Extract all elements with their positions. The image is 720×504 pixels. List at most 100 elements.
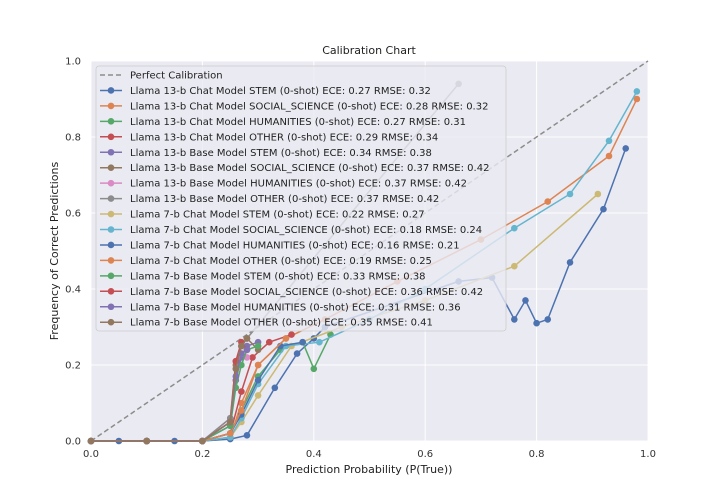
legend-marker [107,303,115,311]
legend-label: Llama 7-b Base Model SOCIAL_SCIENCE (0-s… [130,287,483,298]
x-tick-label: 0.2 [194,449,210,460]
data-point [249,354,256,361]
data-point [594,190,602,198]
data-point [310,365,318,373]
legend-label: Llama 13-b Base Model HUMANITIES (0-shot… [130,179,467,190]
legend-box [95,65,507,332]
x-tick-label: 0.4 [306,449,322,460]
legend-marker [107,318,115,326]
legend-label: Llama 13-b Chat Model HUMANITIES (0-shot… [130,117,466,128]
legend-entry: Llama 13-b Base Model SOCIAL_SCIENCE (0-… [100,163,489,174]
y-tick-label: 0.0 [65,437,81,448]
legend-label: Llama 7-b Chat Model OTHER (0-shot) ECE:… [130,256,432,267]
legend-label: Llama 7-b Chat Model STEM (0-shot) ECE: … [130,210,425,221]
data-point [243,346,251,354]
data-point [316,338,323,346]
legend-marker [107,241,115,249]
legend-marker [107,133,115,141]
data-point [238,342,245,350]
data-point [566,259,574,266]
data-point [238,388,245,395]
data-point [87,437,95,445]
data-point [533,319,540,327]
legend-marker [107,226,115,233]
legend-marker [107,87,115,94]
legend-entry: Llama 7-b Chat Model HUMANITIES (0-shot)… [100,240,460,251]
data-point [288,331,295,338]
data-point [226,418,234,426]
y-tick-label: 0.6 [65,209,81,220]
series-16 [87,335,251,445]
data-point [522,297,529,304]
data-point [265,338,273,346]
legend-marker [107,148,115,156]
legend-entry: Llama 13-b Chat Model SOCIAL_SCIENCE (0-… [100,101,488,112]
legend-entry: Llama 7-b Base Model HUMANITIES (0-shot)… [100,302,461,313]
y-tick-label: 0.2 [65,361,81,372]
legend-marker [107,210,115,218]
data-point [544,198,552,205]
data-point [600,205,607,213]
legend-entry: Llama 13-b Chat Model HUMANITIES (0-shot… [100,117,466,128]
legend-entry: Llama 13-b Base Model STEM (0-shot) ECE:… [100,148,432,159]
legend-entry: Llama 13-b Base Model HUMANITIES (0-shot… [100,179,467,190]
legend-label: Llama 13-b Base Model OTHER (0-shot) ECE… [130,194,439,205]
legend-marker [107,195,115,202]
x-tick-label: 0.6 [417,449,433,460]
x-tick-label: 0.8 [529,449,545,460]
legend-marker [107,118,115,125]
y-axis-label: Frequency of Correct Predictions [48,162,61,341]
legend-label: Llama 13-b Base Model SOCIAL_SCIENCE (0-… [130,163,489,174]
x-tick-label: 1.0 [640,449,656,460]
data-point [605,137,613,145]
legend-entry: Llama 7-b Base Model STEM (0-shot) ECE: … [100,271,426,282]
y-tick-label: 0.4 [65,285,81,296]
legend-entry: Llama 7-b Base Model OTHER (0-shot) ECE:… [100,318,433,329]
data-point [243,432,251,439]
data-point [254,376,262,384]
legend-marker [107,164,115,171]
data-point [254,392,262,399]
legend-label: Llama 13-b Base Model STEM (0-shot) ECE:… [130,148,432,159]
legend-entry: Llama 13-b Base Model OTHER (0-shot) ECE… [100,194,439,205]
data-point [299,338,306,346]
data-point [254,361,262,369]
legend-marker [107,257,115,264]
data-point [293,350,301,357]
data-point [511,316,518,323]
legend-label: Llama 7-b Base Model STEM (0-shot) ECE: … [130,271,426,282]
data-point [633,95,641,103]
y-tick-label: 1.0 [65,57,81,68]
legend-marker [107,102,115,110]
data-point [566,190,574,198]
y-axis-ticks: 0.0 0.2 0.4 0.6 0.8 1.0 [65,57,81,448]
legend: Perfect Calibration Llama 13-b Chat Model… [95,65,507,332]
data-point [622,145,630,152]
legend-label: Llama 7-b Base Model HUMANITIES (0-shot)… [130,302,461,313]
data-point [254,342,262,350]
data-point [544,316,552,323]
data-point [633,88,641,95]
legend-entry: Llama 7-b Chat Model STEM (0-shot) ECE: … [100,210,425,221]
x-axis-label: Prediction Probability (P(True)) [286,463,453,476]
data-point [271,384,279,392]
legend-label: Llama 13-b Chat Model SOCIAL_SCIENCE (0-… [130,101,488,112]
legend-marker [107,288,115,295]
data-point [199,437,206,445]
legend-label: Llama 7-b Chat Model SOCIAL_SCIENCE (0-s… [130,225,482,236]
data-point [282,335,290,342]
legend-label: Llama 7-b Base Model OTHER (0-shot) ECE:… [130,318,433,329]
legend-marker [107,179,115,187]
data-point [243,335,251,342]
legend-marker [107,272,115,280]
legend-entry: Llama 13-b Chat Model OTHER (0-shot) ECE… [100,132,438,143]
data-point [232,365,240,373]
chart-title: Calibration Chart [322,44,416,57]
data-point [238,407,245,414]
y-tick-label: 0.8 [65,133,81,144]
x-tick-label: 0.0 [83,449,99,460]
legend-entry: Llama 7-b Base Model SOCIAL_SCIENCE (0-s… [100,287,483,298]
data-point [226,430,234,437]
legend-entry: Llama 13-b Chat Model STEM (0-shot) ECE:… [100,86,431,97]
